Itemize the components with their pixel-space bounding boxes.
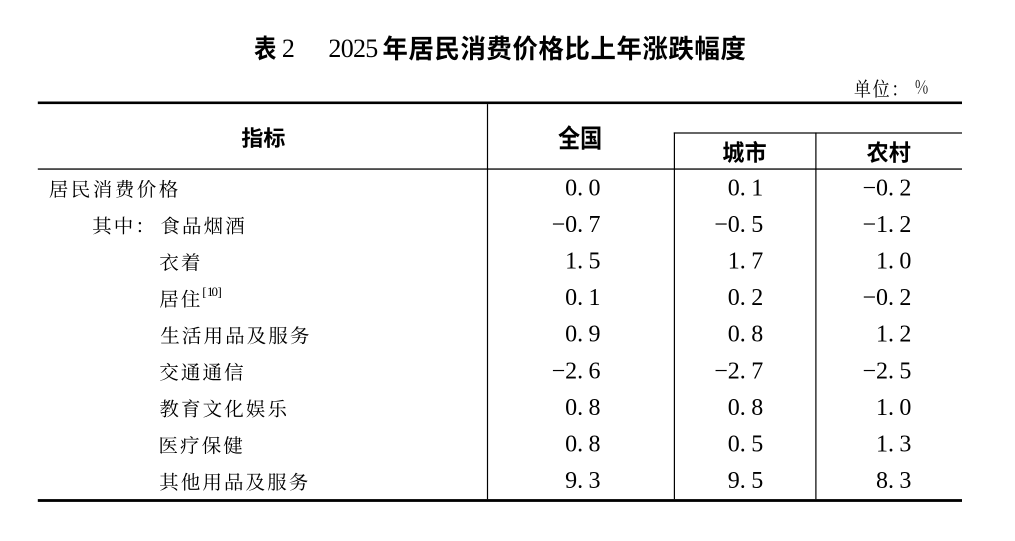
svg-text:0.1: 0.1 <box>728 175 763 201</box>
svg-text:1.0: 1.0 <box>876 249 911 275</box>
svg-text:1.2: 1.2 <box>876 322 911 348</box>
svg-text:−2.5: −2.5 <box>863 358 912 384</box>
svg-text:0.5: 0.5 <box>728 432 763 458</box>
svg-text:0.8: 0.8 <box>565 432 600 458</box>
svg-text:1.7: 1.7 <box>728 249 763 275</box>
svg-text:0.2: 0.2 <box>728 285 763 311</box>
svg-text:[10]: [10] <box>202 284 222 299</box>
svg-text:1.0: 1.0 <box>876 395 911 421</box>
svg-text:−0.7: −0.7 <box>552 212 601 238</box>
svg-text:0.1: 0.1 <box>565 285 600 311</box>
svg-text:9.5: 9.5 <box>728 468 763 494</box>
svg-text:2025: 2025 <box>328 34 378 63</box>
svg-text:−2.6: −2.6 <box>552 358 601 384</box>
svg-text:−1.2: −1.2 <box>863 212 912 238</box>
svg-text:1.3: 1.3 <box>876 432 911 458</box>
svg-text:2: 2 <box>282 34 295 63</box>
svg-text:0.8: 0.8 <box>728 395 763 421</box>
svg-text:0.0: 0.0 <box>565 175 600 201</box>
svg-text:−0.5: −0.5 <box>714 212 763 238</box>
svg-text:0.9: 0.9 <box>565 322 600 348</box>
svg-text:−0.2: −0.2 <box>863 285 912 311</box>
svg-text:−2.7: −2.7 <box>714 358 763 384</box>
svg-text:0.8: 0.8 <box>565 395 600 421</box>
svg-text:9.3: 9.3 <box>565 468 600 494</box>
svg-text:0.8: 0.8 <box>728 322 763 348</box>
svg-text:−0.2: −0.2 <box>863 175 912 201</box>
svg-text:8.3: 8.3 <box>876 468 911 494</box>
svg-text:1.5: 1.5 <box>565 249 600 275</box>
